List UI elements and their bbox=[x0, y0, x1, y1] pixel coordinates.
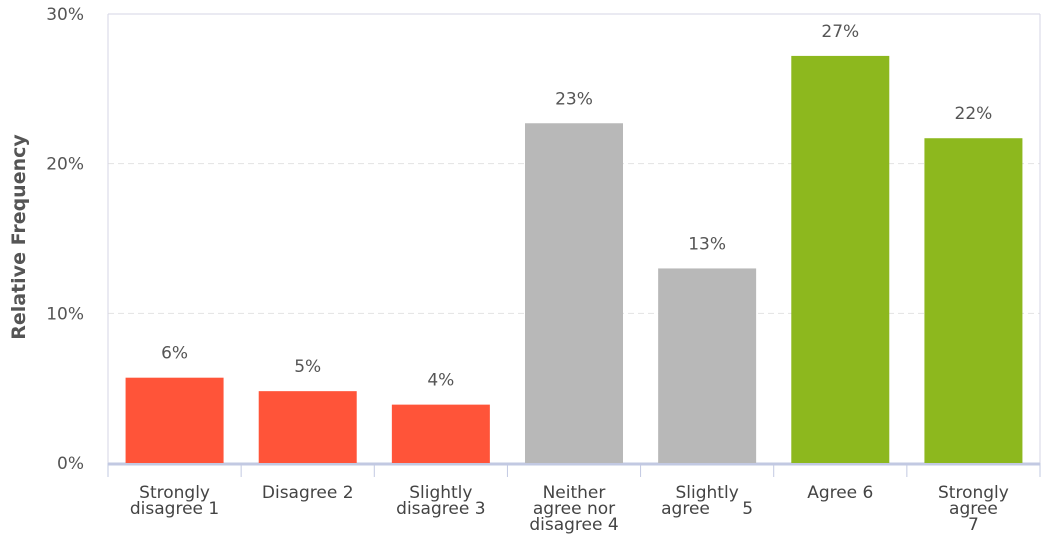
x-category-label: Agree 6 bbox=[807, 483, 873, 503]
bar bbox=[791, 55, 890, 463]
y-axis-title: Relative Frequency bbox=[8, 134, 30, 340]
bar bbox=[391, 404, 490, 463]
x-category-label: Disagree 2 bbox=[262, 483, 354, 503]
bar bbox=[658, 268, 757, 463]
bar-value-label: 4% bbox=[427, 371, 454, 391]
y-tick-label: 10% bbox=[46, 304, 84, 324]
bar-value-label: 13% bbox=[688, 234, 726, 254]
bars bbox=[125, 55, 1023, 464]
bar bbox=[924, 138, 1023, 463]
bar-value-label: 22% bbox=[955, 104, 993, 124]
bar-value-label: 23% bbox=[555, 89, 593, 109]
bar-value-label: 6% bbox=[161, 344, 188, 364]
y-tick-label: 0% bbox=[57, 454, 84, 474]
y-tick-label: 20% bbox=[46, 155, 84, 175]
bar bbox=[258, 391, 357, 463]
labels: 0% 10% 20% 30% 6% Strongly disagree 1 5% Disagre… bbox=[46, 5, 1009, 535]
axes bbox=[107, 13, 1041, 477]
bar bbox=[125, 377, 224, 463]
x-category-label: Strongly disagree 1 bbox=[130, 483, 219, 519]
bar bbox=[525, 123, 623, 464]
x-category-label: Slightly disagree 3 bbox=[396, 483, 485, 519]
y-tick-label: 30% bbox=[46, 5, 84, 25]
bar-value-label: 5% bbox=[294, 357, 321, 377]
x-category-label: Strongly agree 7 bbox=[938, 483, 1009, 535]
x-category-label: Slightly agree 5 bbox=[661, 483, 753, 519]
bar-value-label: 27% bbox=[821, 22, 859, 42]
x-category-label: Neither agree nor disagree 4 bbox=[529, 483, 618, 535]
